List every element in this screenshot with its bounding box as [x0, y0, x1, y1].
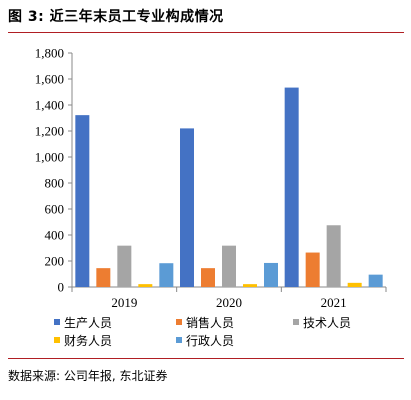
- bar: [264, 262, 278, 287]
- bar: [201, 268, 215, 287]
- y-tick-label: 1,400: [35, 98, 64, 113]
- bar: [180, 128, 194, 287]
- x-tick-label: 2020: [216, 295, 242, 310]
- source-note: 数据来源: 公司年报, 东北证券: [8, 369, 168, 383]
- bar-chart: 0 200 400 600 800 1,000 1,200 1,400 1,600 1,800 20…: [35, 46, 387, 348]
- y-tick-label: 200: [45, 254, 65, 269]
- legend-swatch: [176, 319, 182, 325]
- x-tick-label: 2021: [321, 295, 347, 310]
- y-tick-label: 1,800: [35, 46, 64, 61]
- y-tick-label: 400: [45, 228, 65, 243]
- bar: [159, 263, 174, 287]
- bar: [138, 284, 153, 287]
- bar: [117, 245, 132, 287]
- bar: [326, 225, 341, 287]
- footer-rule: [8, 358, 404, 359]
- bar: [222, 245, 236, 287]
- bar: [368, 274, 383, 287]
- y-tick-label: 800: [45, 176, 65, 191]
- legend-label: 技术人员: [303, 316, 351, 330]
- x-tick-label: 2019: [111, 295, 137, 310]
- y-tick-label: 0: [58, 280, 65, 295]
- legend-label: 行政人员: [186, 334, 234, 348]
- y-tick-label: 1,600: [35, 72, 64, 87]
- bar: [96, 268, 111, 287]
- legend-label: 财务人员: [64, 333, 112, 348]
- title-rule: [8, 32, 404, 33]
- legend-swatch: [293, 319, 299, 325]
- bar: [305, 252, 320, 287]
- bar: [284, 87, 299, 287]
- y-tick-label: 1,200: [35, 124, 64, 139]
- legend-label: 生产人员: [64, 316, 112, 330]
- legend-swatch: [176, 337, 182, 343]
- legend-swatch: [54, 337, 60, 343]
- bar: [243, 284, 257, 287]
- legend-label: 销售人员: [186, 315, 234, 330]
- legend-swatch: [54, 319, 60, 325]
- bar: [75, 115, 90, 287]
- y-tick-label: 600: [45, 202, 65, 217]
- y-tick-label: 1,000: [35, 150, 64, 165]
- bar: [347, 282, 362, 287]
- chart-title: 图 3: 近三年末员工专业构成情况: [8, 9, 224, 25]
